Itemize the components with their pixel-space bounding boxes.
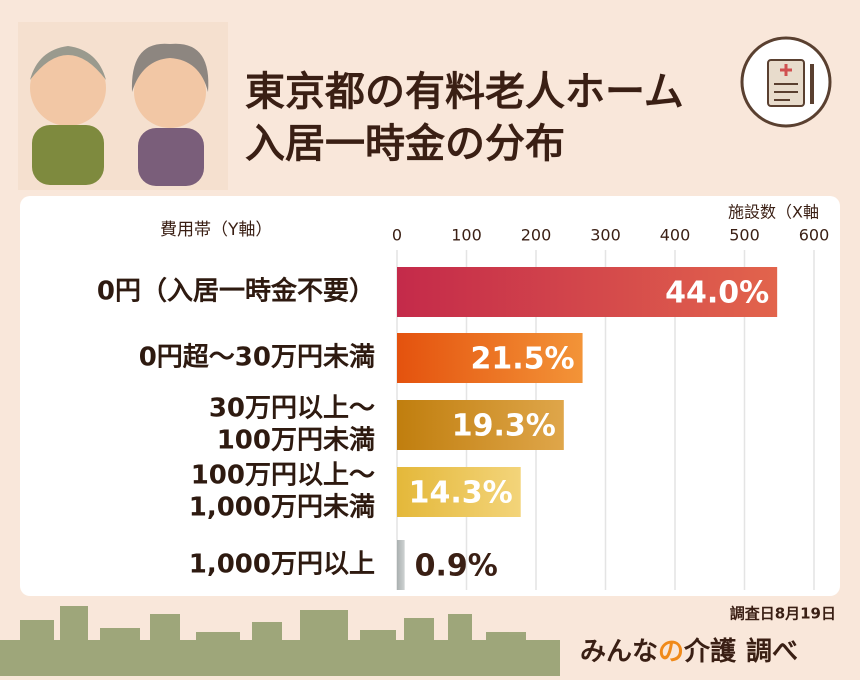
share-label: 0.9%	[415, 549, 498, 584]
x-tick-label: 0	[392, 226, 402, 245]
share-label: 21.5%	[470, 342, 574, 377]
bar	[397, 333, 583, 383]
y-tick-label: 1,000万円以上	[189, 550, 375, 580]
chart-card	[20, 196, 840, 596]
skyline	[0, 606, 560, 676]
x-tick-label: 500	[729, 226, 760, 245]
brand-part: 調べ	[746, 636, 798, 667]
y-tick-label: 30万円以上～	[209, 394, 375, 424]
share-label: 14.3%	[409, 476, 513, 511]
brand: みんなの介護 調べ	[580, 636, 798, 667]
y-tick-label: 0円超～30万円未満	[139, 343, 375, 373]
bar	[397, 267, 778, 317]
x-tick-label: 600	[799, 226, 830, 245]
plot: 0 100 200 300 400 500 600 0円（入居一時金不要） 44.0% 0円超～3…	[97, 226, 830, 590]
title-line: 入居一時金の分布	[245, 121, 565, 167]
brand-part: の	[658, 637, 684, 667]
survey-date: 調査日8月19日	[730, 605, 836, 623]
x-axis-label: 施設数（X軸	[728, 203, 819, 222]
illustration	[18, 22, 832, 190]
share-label: 19.3%	[452, 409, 556, 444]
y-axis-label: 費用帯（Y軸）	[160, 220, 272, 240]
x-tick-label: 200	[521, 226, 552, 245]
x-tick-label: 400	[660, 226, 691, 245]
y-tick-label: 100万円以上～	[191, 461, 375, 491]
x-tick-label: 100	[451, 226, 482, 245]
y-tick-label: 100万円未満	[217, 426, 375, 456]
bar	[397, 540, 405, 590]
title-line: 東京都の有料老人ホーム	[245, 69, 684, 115]
bar	[397, 467, 521, 517]
bar	[397, 400, 564, 450]
x-tick-label: 300	[590, 226, 621, 245]
y-tick-label: 0円（入居一時金不要）	[97, 276, 375, 307]
brand-part: 介護	[683, 636, 737, 667]
brand-part: みんな	[580, 637, 658, 667]
y-tick-label: 1,000万円未満	[189, 493, 375, 523]
share-label: 44.0%	[665, 276, 769, 311]
